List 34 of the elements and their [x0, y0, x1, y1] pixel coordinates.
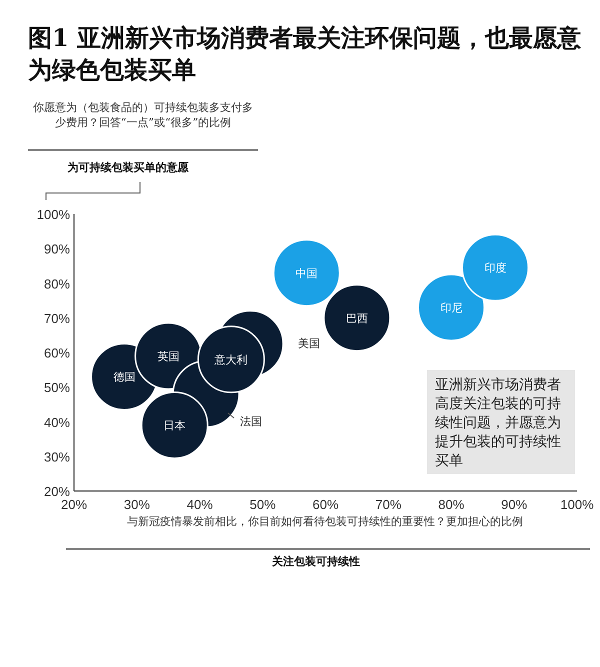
x-tick-label: 80%: [438, 497, 465, 512]
y-tick-label: 50%: [44, 380, 70, 396]
x-tick-label: 70%: [375, 497, 402, 512]
x-tick-label: 60%: [312, 497, 339, 512]
y-tick-label: 80%: [44, 276, 70, 292]
y-tick-label: 30%: [44, 449, 70, 464]
y-axis-title: 为可持续包装买单的意愿: [66, 160, 190, 175]
annotation: 英国: [157, 350, 180, 363]
x-axis-title: 关注包装可持续性: [271, 554, 361, 569]
y-tick-label: 40%: [44, 414, 70, 430]
y-tick-label: 20%: [44, 484, 70, 499]
y-tick-label: 100%: [36, 207, 70, 222]
y-tick-label: 60%: [44, 346, 70, 360]
annotation: 日本: [164, 419, 186, 432]
annotation: 美国: [298, 337, 320, 350]
x-tick-label: 90%: [501, 497, 528, 512]
x-tick-label: 40%: [186, 497, 214, 512]
text: 你愿意为（包装食品的）可持续包装多支付多少费用？回答“一点”或“很多”的比例: [32, 100, 254, 130]
annotation: 亚洲新兴市场消费者高度关注包装的可持续性问题，并愿意为提升包装的可持续性买单: [427, 370, 575, 474]
chart-title: 图1 亚洲新兴市场消费者最关注环保问题，也最愿意为绿色包装买单: [28, 22, 582, 86]
text: 与新冠疫情暴发前相比，你目前如何看待包装可持续性的重要性？更加担心的比例: [126, 514, 524, 529]
x-tick-label: 30%: [124, 497, 150, 512]
annotation: 巴西: [346, 312, 368, 325]
x-tick-label: 100%: [560, 497, 594, 512]
annotation: 意大利: [214, 353, 248, 366]
x-tick-label: 20%: [60, 497, 88, 512]
annotation: 印尼: [440, 301, 462, 314]
annotation: 德国: [113, 370, 136, 384]
x-tick-label: 50%: [250, 497, 276, 512]
annotation: 印度: [484, 262, 506, 275]
annotation: 中国: [296, 266, 318, 280]
annotation: 法国: [240, 415, 262, 428]
y-tick-label: 70%: [44, 310, 70, 326]
y-tick-label: 90%: [44, 242, 70, 257]
